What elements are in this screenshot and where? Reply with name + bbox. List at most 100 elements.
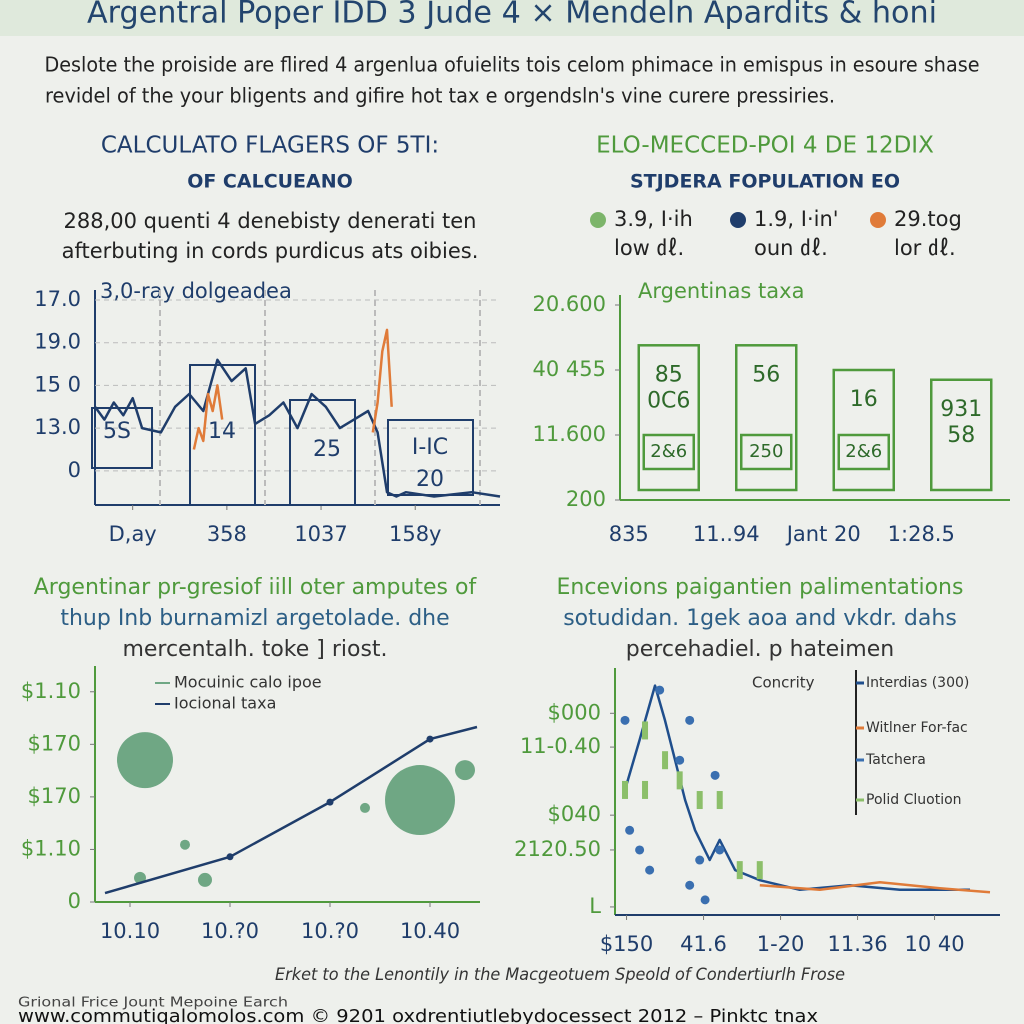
series-line <box>623 684 970 892</box>
box <box>289 399 356 506</box>
legend-label: 3.9, I·ih <box>614 207 693 231</box>
x-tick-label: 10.40 <box>400 919 460 943</box>
sub-box <box>837 433 890 471</box>
legend-sub: lor ㎗. <box>894 236 956 260</box>
point <box>642 721 649 740</box>
y-tick-label: L <box>589 894 601 918</box>
point <box>685 880 695 890</box>
point <box>710 770 720 780</box>
x-tick-label: 10.?0 <box>301 919 359 943</box>
series-line <box>192 328 393 450</box>
sub-label: 2&6 <box>650 441 687 462</box>
chart-subtitle: OF CALCUEANO <box>187 171 353 193</box>
blob <box>385 765 455 836</box>
point <box>625 825 635 835</box>
box-label: 14 <box>208 419 236 444</box>
chart-description: afterbuting in cords purdicus ats oibies… <box>62 239 479 263</box>
chart-title: Argentinar pr-gresiof iill oter amputes … <box>34 575 478 600</box>
x-tick-label: Jant 20 <box>785 522 861 546</box>
x-tick-label: 41.6 <box>680 932 727 956</box>
point <box>716 791 723 810</box>
y-tick-label: 15 0 <box>34 372 81 396</box>
legend-sub: low ㎗. <box>614 236 684 260</box>
legend-marker <box>730 212 746 228</box>
footer-caption: Erket to the Lenontily in the Macgeotuem… <box>275 965 845 985</box>
legend-label: Witlner For-fac <box>866 720 968 736</box>
x-tick-label: $150 <box>600 932 653 956</box>
footer-source: Grional Frice Jount Mepoine Earch <box>18 996 288 1011</box>
legend-label: Iocional taxa <box>174 694 276 713</box>
series-line <box>93 358 501 498</box>
point <box>676 771 683 790</box>
point <box>695 855 705 865</box>
point <box>756 861 763 880</box>
annotation: 3,0-ray dolgeadea <box>100 279 292 303</box>
box-label: 56 <box>752 362 780 387</box>
x-tick-label: 835 <box>609 522 649 546</box>
point <box>700 895 710 905</box>
chart-subtitle: STJDERA FOPULATION EO <box>630 171 900 193</box>
box-label: 58 <box>947 423 975 448</box>
line-marker <box>326 798 334 806</box>
y-tick-label: 200 <box>566 487 606 511</box>
sub-box <box>740 433 793 471</box>
y-tick-label: 19.0 <box>34 330 81 354</box>
chart-description: 288,00 quenti 4 denebisty denerati ten <box>64 209 477 233</box>
blob <box>117 732 173 789</box>
x-tick-label: 11.36 <box>827 932 887 956</box>
x-tick-label: 10.10 <box>100 919 160 943</box>
x-tick-label: 1037 <box>294 522 347 546</box>
legend-label: 29.tog <box>894 207 962 231</box>
series-line <box>759 880 991 894</box>
x-tick-label: 10.?0 <box>201 919 259 943</box>
point <box>675 755 685 765</box>
legend-label: Interdias (300) <box>866 675 969 691</box>
chart-title: mercentalh. toke ] riost. <box>122 637 387 662</box>
y-tick-label: $1.10 <box>21 679 81 703</box>
y-tick-label: 11-0.40 <box>520 734 601 758</box>
box-label: 931 <box>940 397 982 422</box>
point <box>715 845 725 855</box>
point <box>635 845 645 855</box>
header-title: Argentral Poper IDD 3 Jude 4 × Mendeln A… <box>87 0 937 31</box>
y-tick-label: 2120.50 <box>514 837 601 861</box>
y-tick-label: 40 455 <box>533 357 606 381</box>
y-tick-label: 0 <box>68 889 81 913</box>
chart-title: sotudidan. 1gek aoa and vkdr. dahs <box>563 606 957 631</box>
y-tick-label: $000 <box>548 700 601 724</box>
legend-marker <box>590 212 606 228</box>
legend-sub: oun ㎗. <box>754 236 828 260</box>
bar <box>930 378 993 492</box>
footer-url: www.commutiqalomolos.com © 9201 oxdrenti… <box>18 1006 818 1024</box>
line-marker <box>426 735 434 743</box>
point <box>685 715 695 725</box>
point <box>736 861 743 880</box>
chart-title: ELO-MECCED-POI 4 DE 12DIX <box>596 133 934 159</box>
sub-label: 2&6 <box>845 441 882 462</box>
box <box>91 407 153 469</box>
x-tick-label: 10 40 <box>904 932 964 956</box>
point <box>696 791 703 810</box>
legend-label: Mocuinic calo ipoe <box>174 673 322 692</box>
point <box>620 715 630 725</box>
box-label: 85 <box>655 362 683 387</box>
chart-title: percehadiel. p hateimen <box>626 637 894 662</box>
chart-title: CALCULATO FLAGERS OF 5TI: <box>101 133 439 159</box>
sub-label: 250 <box>749 441 783 462</box>
legend-label: Tatchera <box>865 752 926 768</box>
intro-line: revidel of the your bligents and gifire … <box>45 84 835 108</box>
point <box>642 780 649 799</box>
box <box>189 364 256 506</box>
legend-label: Polid Cluotion <box>866 792 962 808</box>
y-tick-label: 11.600 <box>533 422 606 446</box>
y-tick-label: $170 <box>28 784 81 808</box>
x-tick-label: D,ay <box>109 522 157 546</box>
sub-box <box>642 433 695 471</box>
blob <box>180 839 190 850</box>
point <box>655 685 665 695</box>
y-tick-label: 20.600 <box>533 292 606 316</box>
x-tick-label: 1-20 <box>757 932 805 956</box>
point <box>645 865 655 875</box>
blob <box>198 872 212 887</box>
